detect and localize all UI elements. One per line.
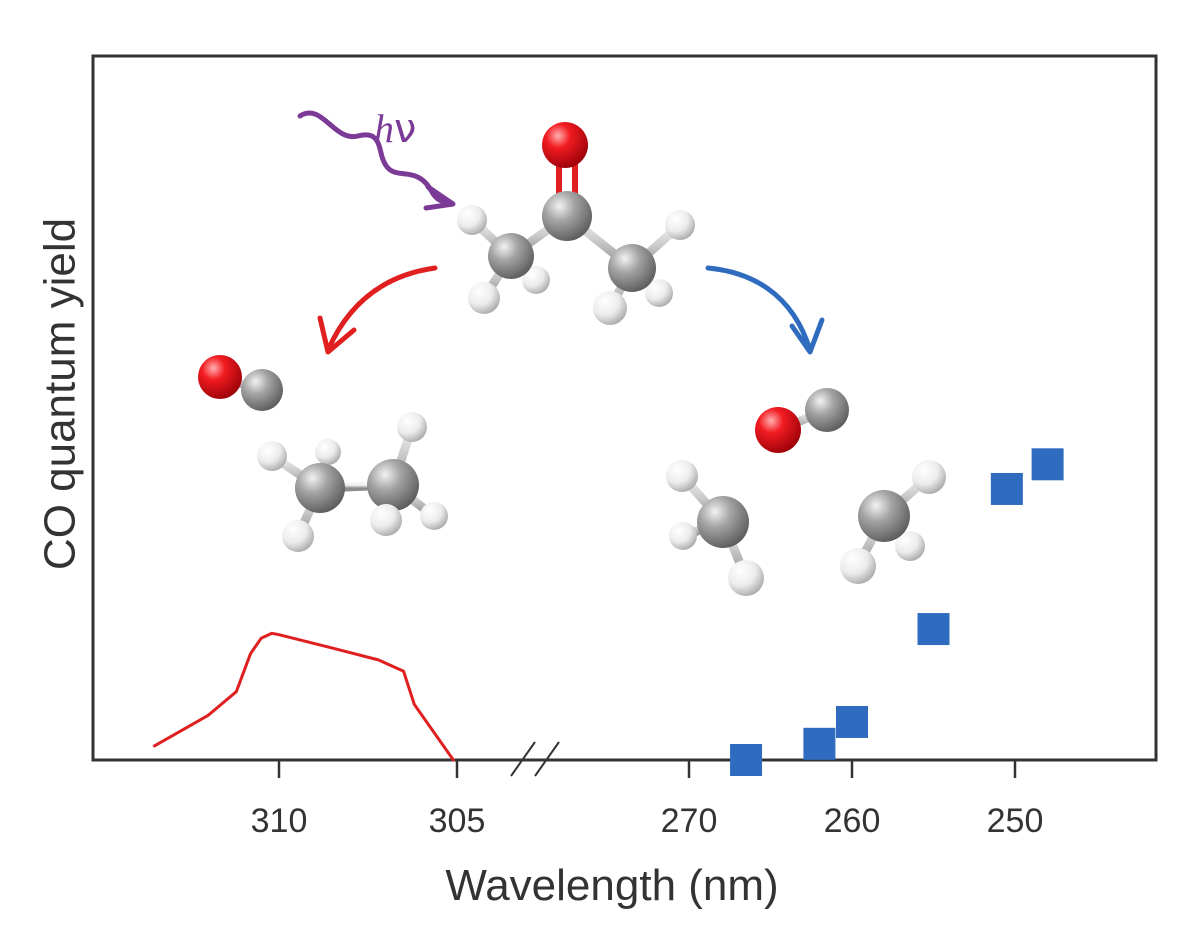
x-tick-label-260: 260 bbox=[824, 802, 881, 840]
data-point-6 bbox=[1031, 448, 1064, 481]
plot-frame bbox=[91, 54, 1158, 762]
methyl-radical-left-icon bbox=[666, 460, 764, 596]
red-curve-series bbox=[152, 631, 455, 762]
red-curve-line bbox=[152, 631, 455, 762]
photon-arrow-icon bbox=[297, 110, 456, 211]
blue-points-series bbox=[730, 448, 1064, 776]
x-tick-label-305: 305 bbox=[429, 802, 486, 840]
axis-break-mark bbox=[510, 741, 560, 777]
blue-reaction-arrow-icon bbox=[705, 265, 825, 355]
data-point-2 bbox=[803, 727, 836, 760]
x-tick-label-250: 250 bbox=[987, 802, 1044, 840]
photon-label-nu: ν bbox=[394, 106, 416, 152]
data-point-3 bbox=[836, 705, 868, 738]
acetone-molecule-icon bbox=[457, 122, 695, 325]
ethane-molecule-icon bbox=[257, 412, 448, 552]
photon-label-h: h bbox=[374, 106, 394, 151]
photon-label: hν bbox=[374, 106, 416, 152]
data-point-1 bbox=[730, 744, 763, 776]
data-point-5 bbox=[990, 472, 1023, 505]
x-axis-label: Wavelength (nm) bbox=[445, 861, 778, 910]
x-ticks: 310 305 270 260 250 bbox=[251, 761, 1044, 840]
x-tick-label-270: 270 bbox=[661, 802, 718, 840]
red-reaction-arrow-icon bbox=[317, 265, 438, 355]
methyl-radical-right-icon bbox=[840, 460, 946, 584]
data-point-4 bbox=[917, 613, 950, 646]
y-axis-label: CO quantum yield bbox=[36, 218, 85, 570]
co-molecule-left-icon bbox=[198, 355, 283, 411]
x-tick-label-310: 310 bbox=[251, 802, 308, 840]
co-molecule-right-icon bbox=[755, 388, 849, 453]
